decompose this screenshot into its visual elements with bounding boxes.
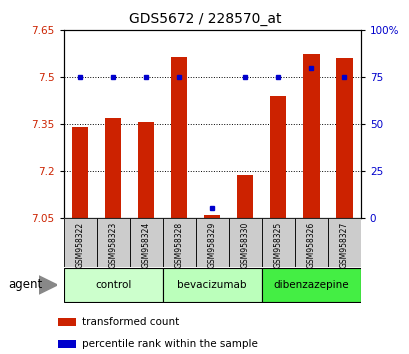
Bar bbox=[137, 122, 154, 218]
Text: GSM958326: GSM958326 bbox=[306, 222, 315, 268]
Bar bbox=[261, 268, 360, 302]
Bar bbox=[162, 218, 195, 267]
Bar bbox=[129, 218, 162, 267]
Bar bbox=[327, 218, 360, 267]
Text: control: control bbox=[94, 280, 131, 290]
Text: GDS5672 / 228570_at: GDS5672 / 228570_at bbox=[128, 12, 281, 27]
Polygon shape bbox=[39, 276, 57, 294]
Text: GSM958328: GSM958328 bbox=[174, 222, 183, 268]
Text: bevacizumab: bevacizumab bbox=[177, 280, 246, 290]
Bar bbox=[261, 218, 294, 267]
Bar bbox=[72, 127, 88, 218]
Text: percentile rank within the sample: percentile rank within the sample bbox=[82, 339, 257, 349]
Bar bbox=[195, 218, 228, 267]
Text: GSM958324: GSM958324 bbox=[141, 222, 150, 268]
Bar bbox=[162, 268, 261, 302]
Bar bbox=[171, 57, 187, 218]
Text: agent: agent bbox=[8, 279, 43, 291]
Bar bbox=[203, 215, 220, 218]
Text: GSM958323: GSM958323 bbox=[108, 222, 117, 268]
Bar bbox=[58, 340, 76, 348]
Text: GSM958322: GSM958322 bbox=[75, 222, 84, 268]
Bar bbox=[63, 268, 162, 302]
Bar bbox=[63, 218, 97, 267]
Bar bbox=[58, 318, 76, 326]
Bar bbox=[228, 218, 261, 267]
Bar bbox=[105, 118, 121, 218]
Bar bbox=[97, 218, 129, 267]
Bar bbox=[294, 218, 327, 267]
Text: GSM958327: GSM958327 bbox=[339, 222, 348, 268]
Bar bbox=[335, 58, 352, 218]
Text: transformed count: transformed count bbox=[82, 317, 179, 327]
Text: GSM958329: GSM958329 bbox=[207, 222, 216, 268]
Bar bbox=[236, 176, 253, 218]
Bar bbox=[302, 53, 319, 218]
Text: GSM958330: GSM958330 bbox=[240, 222, 249, 268]
Text: dibenzazepine: dibenzazepine bbox=[273, 280, 348, 290]
Bar bbox=[269, 96, 286, 218]
Text: GSM958325: GSM958325 bbox=[273, 222, 282, 268]
